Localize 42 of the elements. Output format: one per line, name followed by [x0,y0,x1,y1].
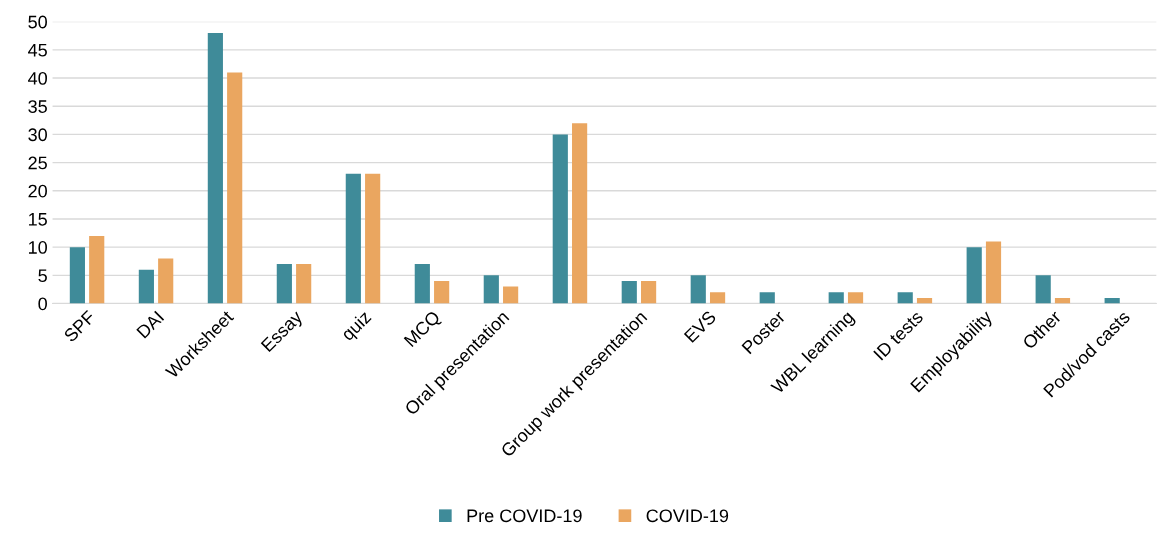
bar [158,258,174,304]
bar [434,280,450,304]
bar [138,269,154,304]
y-tick-label: 30 [28,128,47,142]
bar [572,123,588,304]
y-tick-label: 0 [38,297,47,311]
bar [641,280,657,304]
y-tick-label: 5 [38,269,47,283]
y-tick-label: 10 [28,241,47,254]
bar [759,292,775,304]
bar [227,72,243,304]
y-tick-label: 50 [28,15,47,29]
bar [966,247,982,304]
bar [897,292,913,304]
y-tick-label: 25 [28,156,47,170]
bar [709,292,726,304]
bar [207,32,223,304]
bar [985,241,1002,304]
y-tick-label: 20 [28,184,47,198]
bar [365,173,381,304]
bar [503,286,519,304]
bar [847,292,864,304]
legend-label: COVID-19 [646,509,729,523]
y-tick-label: 35 [28,100,47,113]
bar [414,264,430,304]
bar [1035,275,1051,304]
x-tick-label: quiz [340,309,375,344]
bar [690,275,706,304]
y-tick-label: 15 [28,213,47,226]
bar [345,173,361,304]
bar [483,275,499,304]
bar [69,247,85,304]
bar [828,292,844,304]
bar [89,235,105,304]
bar [621,280,637,304]
y-tick-label: 45 [28,43,47,57]
legend-label: Pre COVID-19 [467,509,582,523]
x-tick-label: DAI [136,310,165,339]
bar [296,264,312,304]
bar [552,134,568,304]
y-tick-label: 40 [28,71,47,85]
bar [276,264,292,304]
